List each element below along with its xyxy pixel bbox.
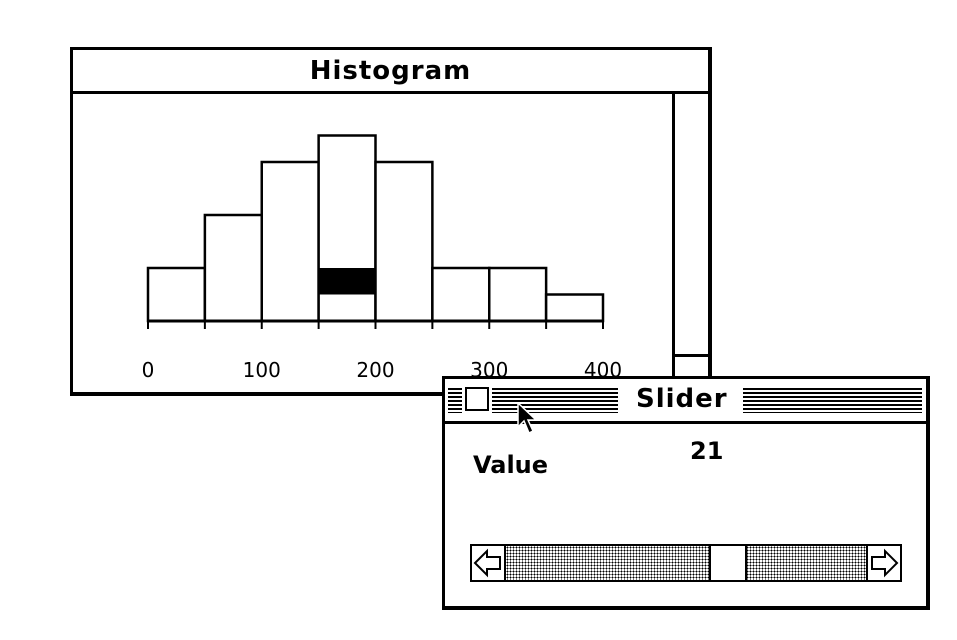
slider-thumb[interactable] (708, 544, 747, 582)
histogram-vertical-scrollbar[interactable] (672, 94, 708, 392)
left-arrow-icon[interactable] (472, 546, 506, 580)
slider-track[interactable] (506, 546, 866, 580)
histogram-window: Histogram 0 100 200 300 400 (70, 47, 712, 396)
histogram-bar (260, 160, 320, 323)
arrow-cursor-icon (517, 402, 538, 435)
histogram-title-bar[interactable]: Histogram (73, 50, 708, 94)
histogram-bar (374, 160, 434, 323)
histogram-chart: 0 100 200 300 400 (142, 134, 622, 382)
scrollbar-divider (675, 354, 708, 357)
value-label: Value (473, 451, 549, 479)
right-arrow-icon[interactable] (866, 546, 900, 580)
slider-title: Slider (628, 384, 736, 414)
histogram-bar (203, 213, 263, 323)
title-bar-stripes-right (743, 388, 922, 413)
highlighted-bar-segment (318, 268, 376, 295)
slider-window: Slider Value 21 (442, 376, 930, 610)
x-tick-label: 0 (142, 358, 155, 382)
horizontal-slider[interactable] (470, 544, 902, 582)
histogram-bar (146, 266, 207, 323)
x-axis: 0 100 200 300 400 (142, 319, 622, 382)
close-box-icon[interactable] (465, 387, 489, 411)
x-tick-label: 200 (356, 358, 394, 382)
x-tick-label: 100 (243, 358, 281, 382)
histogram-bar (431, 266, 491, 323)
value-readout: 21 (690, 437, 724, 465)
slider-title-bar[interactable]: Slider (445, 379, 926, 424)
histogram-title: Histogram (309, 56, 472, 86)
histogram-bars (146, 134, 605, 323)
histogram-bar (488, 266, 548, 323)
histogram-bar (544, 293, 605, 323)
